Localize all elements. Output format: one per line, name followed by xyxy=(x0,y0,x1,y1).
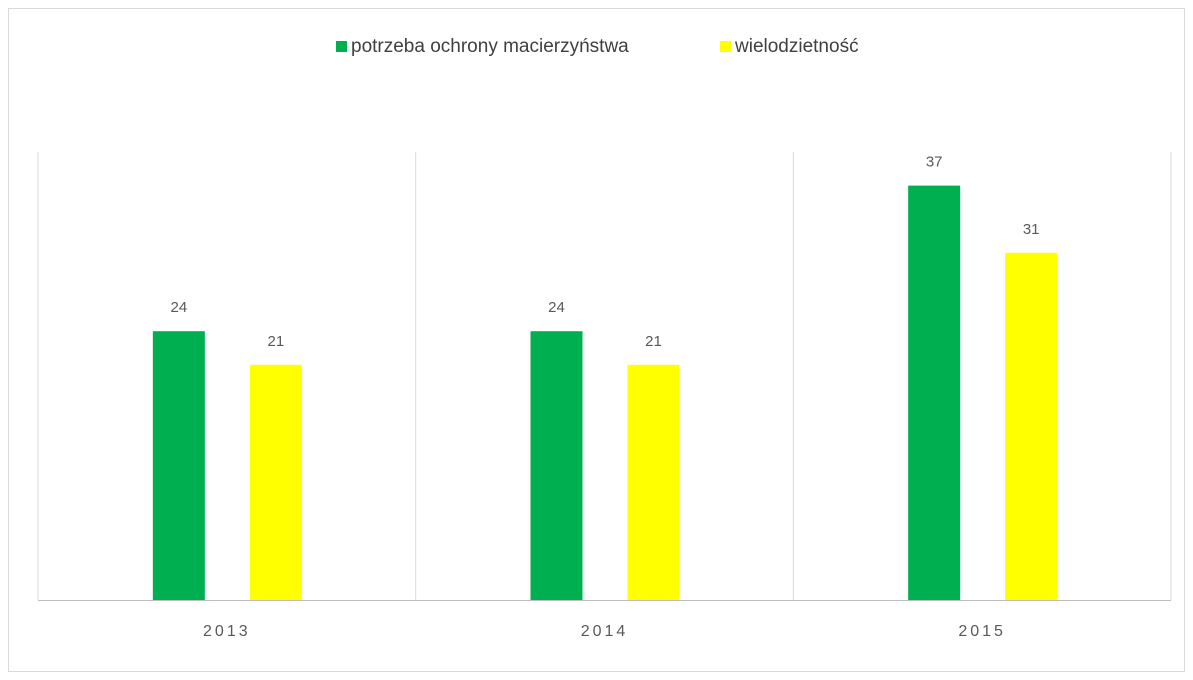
x-tick-label: 2013 xyxy=(203,623,251,640)
bar xyxy=(627,364,680,600)
bar xyxy=(530,331,583,600)
data-label: 31 xyxy=(1023,221,1040,238)
x-tick-label: 2014 xyxy=(581,623,629,640)
data-label: 24 xyxy=(548,299,565,316)
legend-label: potrzeba ochrony macierzyństwa xyxy=(351,36,629,57)
data-label: 21 xyxy=(645,333,662,350)
bar xyxy=(908,185,961,600)
bar xyxy=(152,331,205,600)
legend-label: wielodzietność xyxy=(734,36,859,57)
data-label: 21 xyxy=(267,333,284,350)
data-label: 24 xyxy=(170,299,187,316)
legend-swatch xyxy=(720,41,731,52)
bar xyxy=(1005,252,1058,601)
bar xyxy=(249,364,302,600)
legend-swatch xyxy=(336,41,347,52)
data-label: 37 xyxy=(926,154,943,171)
x-tick-label: 2015 xyxy=(958,623,1006,640)
